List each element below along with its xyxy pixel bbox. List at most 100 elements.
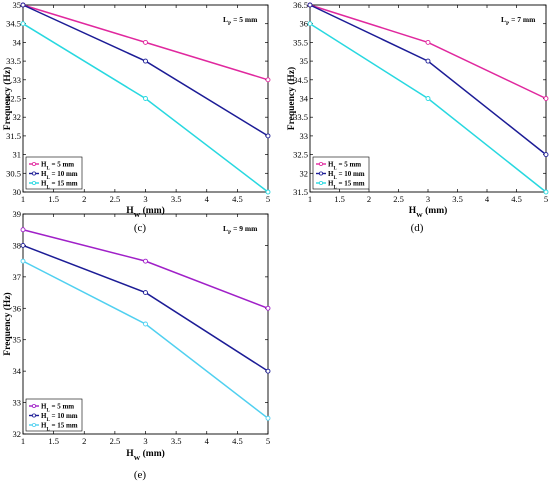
data-point: [425, 58, 431, 64]
legend-entry: HL = 15 mm: [41, 180, 78, 191]
legend-entry: HL = 15 mm: [41, 422, 78, 433]
x-tick-label: 5: [266, 436, 270, 446]
data-point: [307, 21, 313, 27]
y-tick-label: 31.5: [6, 131, 21, 141]
y-tick-label: 33.5: [6, 56, 21, 66]
x-tick-label: 3: [143, 194, 147, 204]
data-point: [20, 227, 26, 233]
x-tick-label: 1: [21, 436, 25, 446]
x-tick-label: 2.5: [393, 194, 404, 204]
parameter-annotation: LP = 5 mm: [223, 15, 258, 27]
legend-entry: HL = 10 mm: [328, 170, 365, 181]
y-tick-label: 36.5: [293, 0, 308, 10]
y-tick-label: 33.5: [293, 112, 308, 122]
y-tick-label: 35.5: [293, 37, 308, 47]
data-point: [143, 290, 148, 296]
data-point: [543, 96, 549, 101]
y-axis-label: Frequency (Hz): [286, 67, 297, 130]
legend-marker: [32, 180, 37, 185]
y-tick-label: 34: [300, 94, 309, 104]
data-point: [425, 96, 431, 101]
x-tick-label: 1.5: [334, 194, 345, 204]
data-point: [307, 2, 313, 8]
y-tick-label: 30: [13, 187, 22, 197]
panel-caption: (c): [134, 222, 147, 234]
x-tick-label: 1: [21, 194, 25, 204]
data-point: [143, 258, 148, 264]
y-tick-label: 31: [13, 150, 22, 160]
data-point: [265, 415, 271, 421]
legend-marker: [318, 161, 323, 166]
y-tick-label: 35: [13, 0, 22, 10]
y-tick-label: 32: [13, 112, 22, 122]
data-point: [143, 96, 148, 101]
y-axis-label: Frequency (Hz): [2, 292, 13, 355]
data-point: [265, 368, 271, 374]
x-tick-label: 2.5: [110, 436, 121, 446]
parameter-annotation: LP = 9 mm: [223, 224, 258, 236]
x-tick-label: 2: [82, 194, 86, 204]
y-tick-label: 34.5: [6, 19, 21, 29]
x-tick-label: 3: [143, 436, 147, 446]
data-point: [425, 39, 431, 45]
y-tick-label: 33: [13, 398, 22, 408]
x-tick-label: 3.5: [171, 436, 182, 446]
x-axis-label: HW (mm): [409, 205, 448, 219]
data-point: [20, 242, 26, 248]
legend-marker: [32, 161, 37, 166]
y-tick-label: 38: [13, 240, 22, 250]
data-point: [20, 2, 26, 8]
y-tick-label: 32.5: [6, 94, 21, 104]
y-axis-label: Frequency (Hz): [2, 67, 13, 130]
x-axis-label: HW (mm): [126, 448, 165, 462]
legend-marker: [32, 422, 37, 427]
data-point: [265, 77, 271, 83]
y-tick-label: 34.5: [293, 75, 308, 85]
y-tick-label: 32.5: [293, 150, 308, 160]
legend-marker: [318, 171, 323, 176]
x-tick-label: 4.5: [511, 194, 522, 204]
chart-c: 1 1.5 2 2.5 3 3.5 4 4.5 53030.53131.53232.53333.…: [2, 0, 271, 234]
y-tick-label: 32: [13, 429, 22, 439]
data-point: [143, 58, 148, 64]
x-tick-label: 2: [82, 436, 86, 446]
panel-caption: (e): [134, 469, 147, 481]
y-tick-label: 34: [13, 366, 22, 376]
data-point: [265, 133, 271, 139]
legend-marker: [318, 180, 323, 185]
x-tick-label: 4: [205, 436, 210, 446]
series-line-2: [309, 4, 547, 156]
legend-marker: [32, 403, 37, 408]
data-point: [143, 39, 148, 45]
y-tick-label: 33: [300, 131, 309, 141]
data-point: [543, 152, 549, 158]
y-tick-label: 34: [13, 37, 22, 47]
x-tick-label: 1.5: [48, 436, 59, 446]
x-tick-label: 4: [485, 194, 490, 204]
legend-entry: HL = 10 mm: [41, 170, 78, 181]
data-point: [20, 21, 26, 27]
y-tick-label: 33: [13, 75, 22, 85]
series-line-2: [22, 244, 269, 372]
x-tick-label: 5: [544, 194, 548, 204]
x-tick-label: 1.5: [48, 194, 59, 204]
data-point: [143, 321, 148, 327]
series-line-1: [22, 228, 269, 309]
legend-entry: HL = 5 mm: [41, 403, 74, 414]
x-axis-label: HW (mm): [126, 205, 165, 219]
x-tick-label: 1: [308, 194, 312, 204]
y-tick-label: 35: [300, 56, 309, 66]
y-tick-label: 35: [13, 335, 22, 345]
y-tick-label: 36: [13, 303, 22, 313]
x-tick-label: 3.5: [171, 194, 182, 204]
series-line-3: [22, 260, 269, 419]
y-tick-label: 31.5: [293, 187, 308, 197]
parameter-annotation: LP = 7 mm: [501, 15, 536, 27]
x-tick-label: 4.5: [232, 436, 243, 446]
x-tick-label: 2: [367, 194, 371, 204]
y-tick-label: 30.5: [6, 168, 21, 178]
